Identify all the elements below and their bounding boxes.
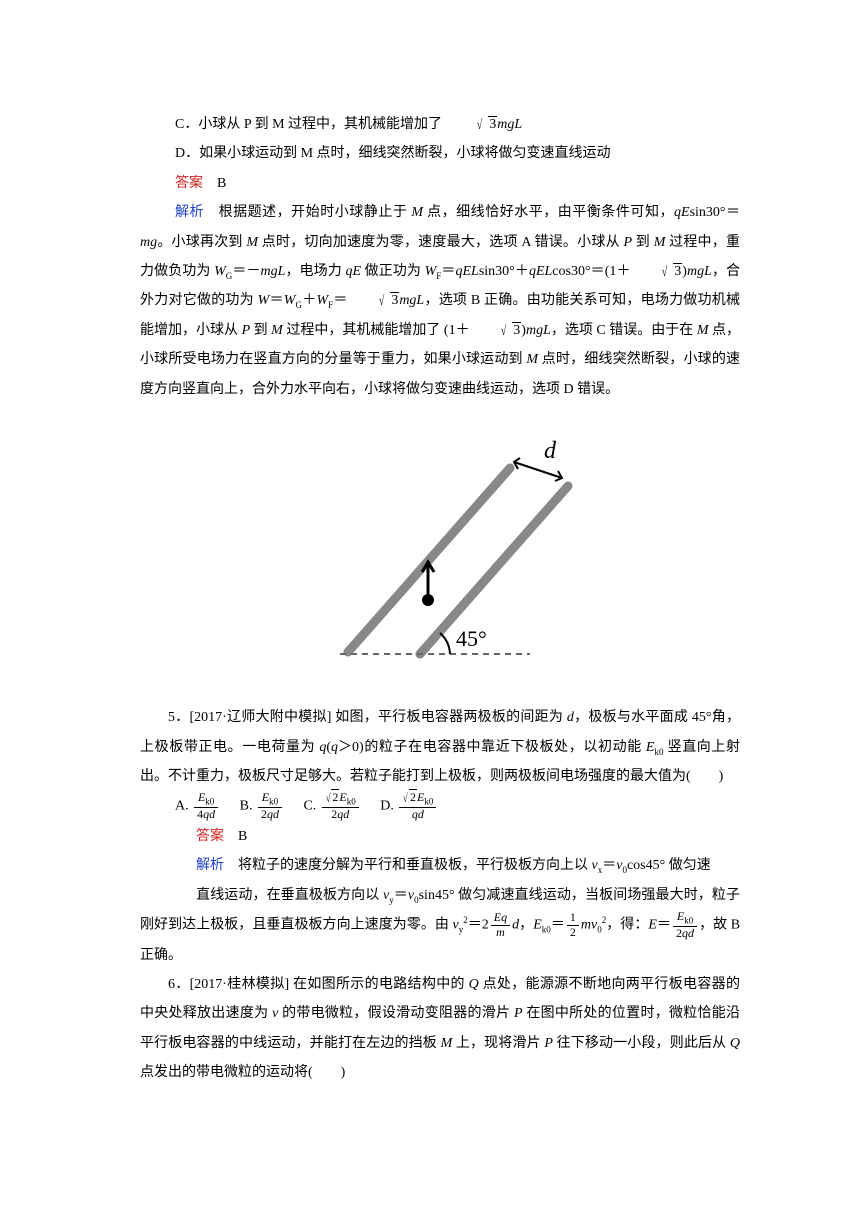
prev-explanation: 解析 根据题述，开始时小球静止于 M 点，细线恰好水平，由平衡条件可知，qEsi… [140,198,740,404]
prev-answer: 答案 B [140,169,740,198]
angle-label: 45° [456,626,487,651]
q5-opt-c: C. √2Ek02qd [303,791,360,822]
d-label: d [544,438,557,464]
q5-opt-a: A. Ek04qd [175,791,220,822]
capacitor-diagram: d 45° [140,414,740,685]
prev-option-d: D．如果小球运动到 M 点时，细线突然断裂，小球将做匀变速直线运动 [140,139,740,168]
q5-stem: 5．[2017·辽师大附中模拟] 如图，平行板电容器两极板的间距为 d，极板与水… [140,703,740,791]
q6-stem: 6．[2017·桂林模拟] 在如图所示的电路结构中的 Q 点处，能源源不断地向两… [140,970,740,1088]
explanation-label: 解析 [196,858,224,873]
prev-option-c: C．小球从 P 到 M 过程中，其机械能增加了 √3mgL [140,110,740,139]
q5-options: A. Ek04qd B. Ek02qd C. √2Ek02qd D. √2Ek0… [175,791,740,822]
q5-opt-d: D. √2Ek0qd [380,791,438,822]
explanation-label: 解析 [175,205,204,220]
q5-explanation: 解析 将粒子的速度分解为平行和垂直极板，平行极板方向上以 vx＝v0cos45°… [140,851,740,970]
q5-answer: 答案 B [196,822,740,851]
page: C．小球从 P 到 M 过程中，其机械能增加了 √3mgL D．如果小球运动到 … [0,0,860,1148]
answer-label: 答案 [196,829,224,844]
answer-label: 答案 [175,176,203,191]
q5-opt-b: B. Ek02qd [240,791,284,822]
